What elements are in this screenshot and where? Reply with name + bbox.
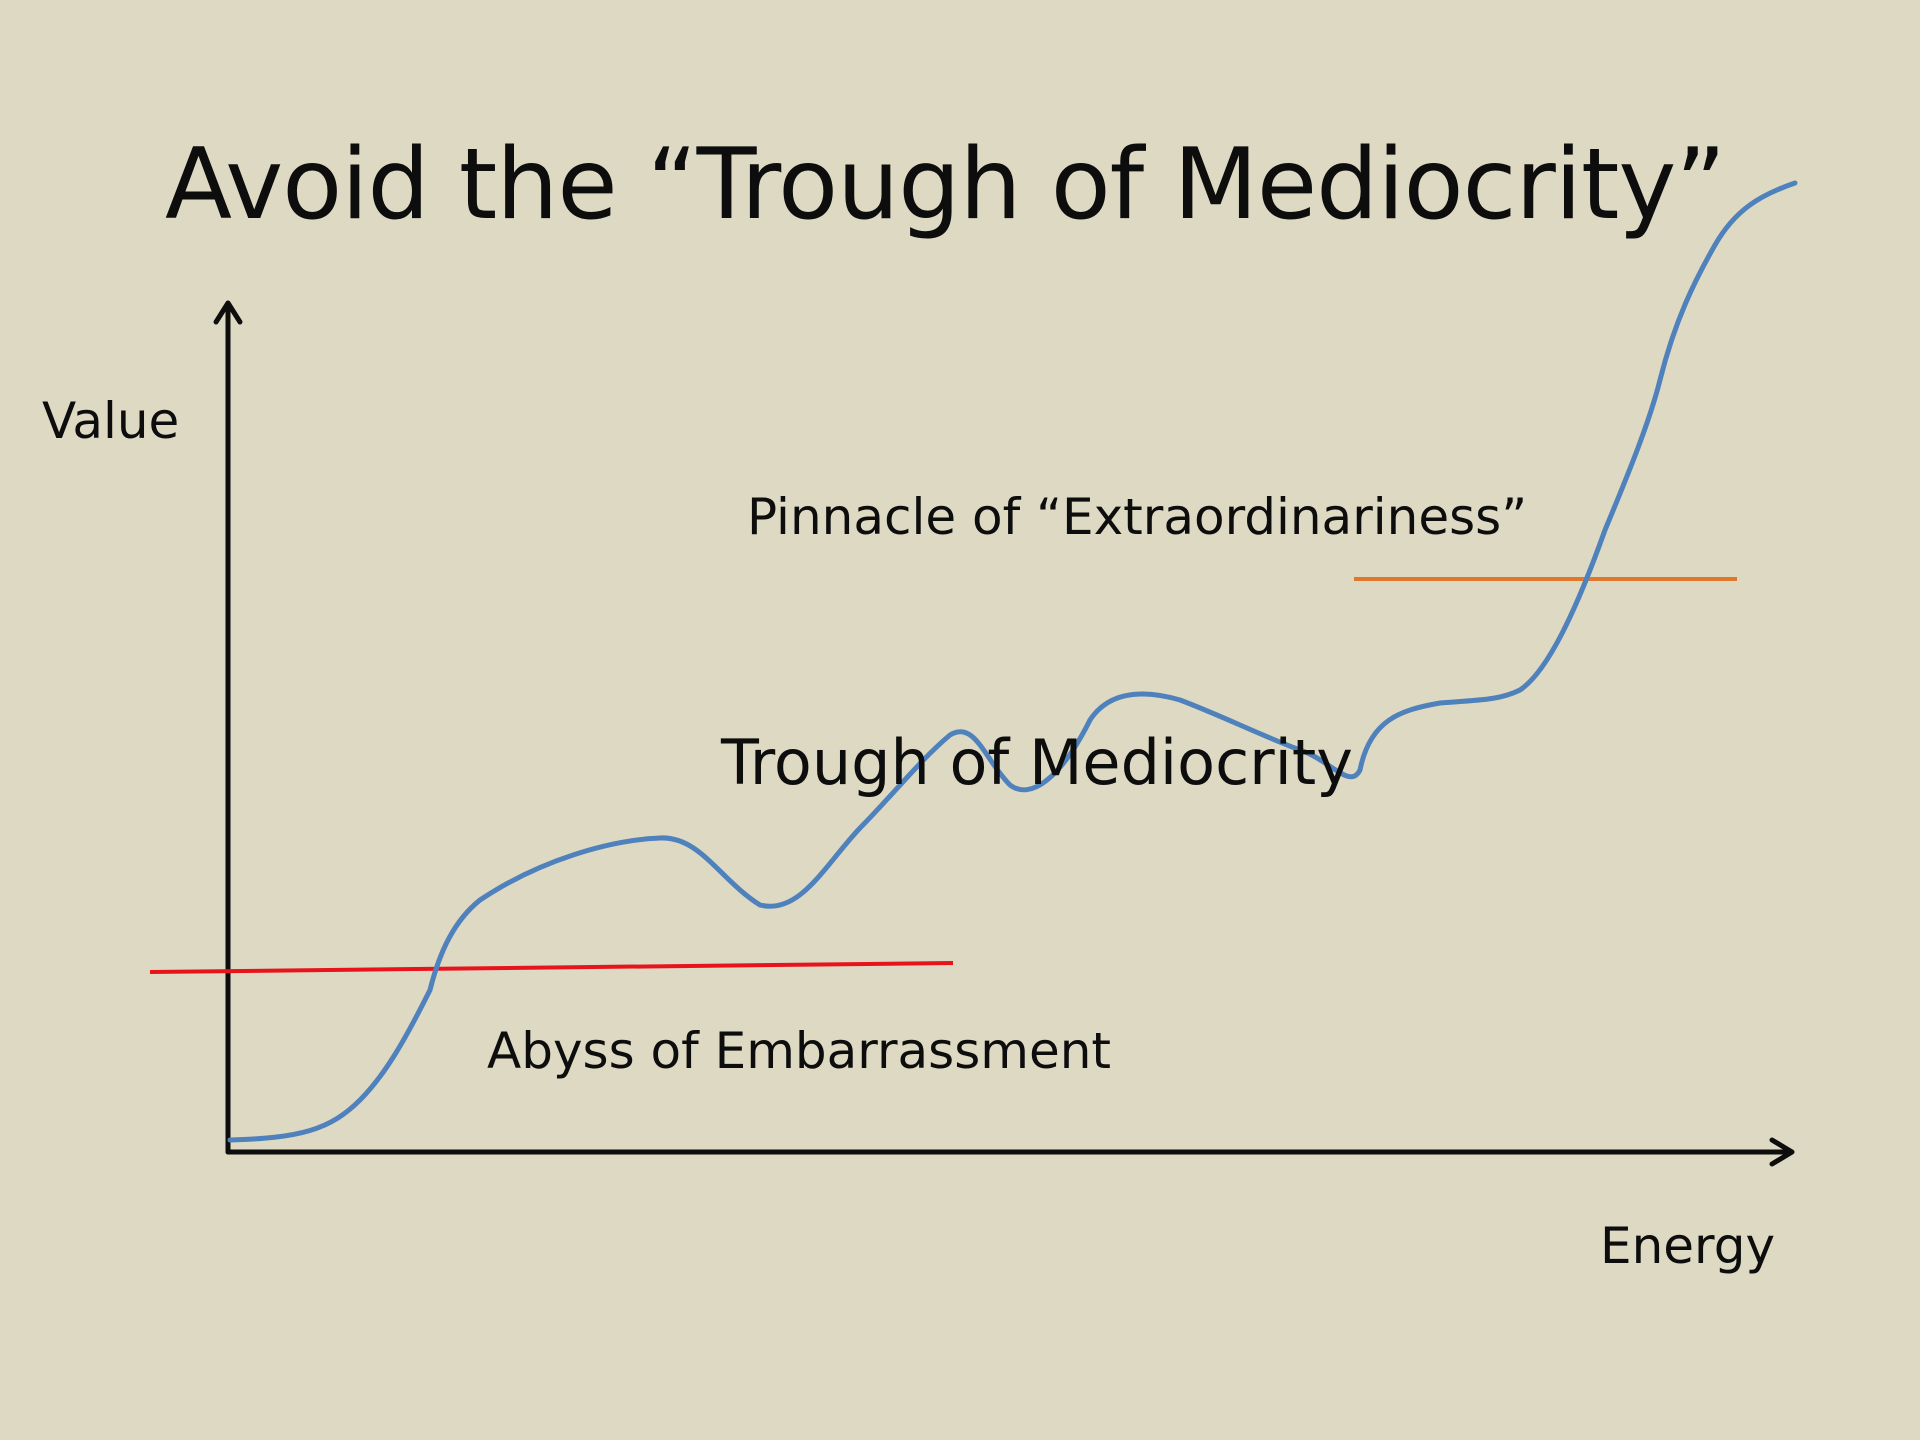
abyss-label: Abyss of Embarrassment <box>487 1022 1112 1080</box>
slide-title: Avoid the “Trough of Mediocrity” <box>165 128 1726 242</box>
value-curve <box>227 180 1798 1143</box>
x-axis-arrowhead <box>1769 1137 1795 1167</box>
x-axis-label: Energy <box>1600 1217 1776 1275</box>
abyss-threshold-line <box>149 961 954 974</box>
y-axis-arrowhead <box>213 300 243 325</box>
pinnacle-label: Pinnacle of “Extraordinariness” <box>747 488 1528 546</box>
trough-label: Trough of Mediocrity <box>721 726 1353 799</box>
y-axis-label: Value <box>42 392 180 450</box>
